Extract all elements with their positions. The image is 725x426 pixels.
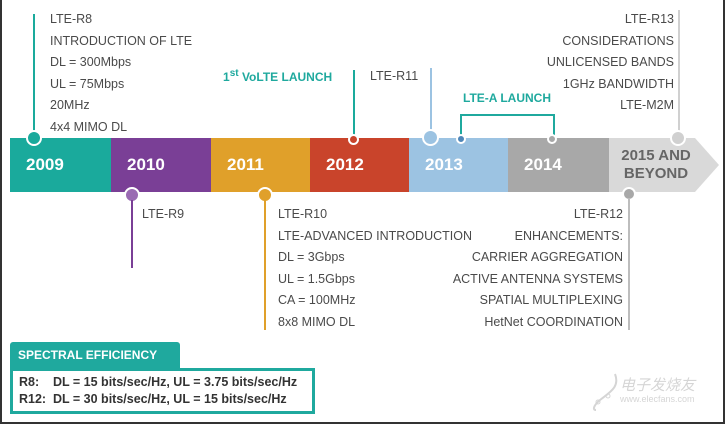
year-label: 2014 bbox=[524, 155, 562, 174]
r11-connector bbox=[430, 68, 432, 132]
r13-connector bbox=[678, 10, 680, 134]
watermark-url: www.elecfans.com bbox=[620, 394, 695, 404]
lte-a-launch-label: LTE-A LAUNCH bbox=[463, 91, 551, 105]
year-2015-beyond-label: 2015 AND BEYOND bbox=[621, 147, 691, 182]
year-label: 2011 bbox=[227, 155, 264, 174]
r11-details: LTE-R11 bbox=[370, 69, 419, 83]
volte-launch-label: 1st VoLTE LAUNCH bbox=[223, 68, 333, 84]
lte-a-start-marker bbox=[456, 134, 466, 144]
year-2012: 2012 bbox=[310, 138, 409, 192]
lte-a-bracket bbox=[460, 114, 555, 138]
year-label: 2010 bbox=[127, 155, 165, 174]
spectral-efficiency-title: SPECTRAL EFFICIENCY bbox=[10, 342, 180, 368]
year-label: 2012 bbox=[326, 155, 364, 174]
lte-a-end-marker bbox=[547, 134, 557, 144]
r11-marker bbox=[422, 129, 439, 146]
se-row-r12: R12: DL = 30 bits/sec/Hz, UL = 15 bits/se… bbox=[19, 392, 287, 406]
year-2013: 2013 bbox=[409, 138, 508, 192]
r9-details: LTE-R9 bbox=[142, 207, 185, 221]
r13-marker bbox=[670, 130, 686, 146]
watermark-text: 电子发烧友 bbox=[620, 377, 696, 394]
r10-connector bbox=[264, 200, 266, 330]
year-2014: 2014 bbox=[508, 138, 609, 192]
year-2011: 2011 bbox=[211, 138, 310, 192]
year-label: 2009 bbox=[26, 155, 64, 174]
r13-details: LTE-R13 CONSIDERATIONS UNLICENSED BANDS 1GH… bbox=[546, 12, 674, 112]
watermark-logo-icon bbox=[592, 373, 618, 411]
r10-details: LTE-R10 LTE-ADVANCED INTRODUCTION DL = 3Gb… bbox=[278, 207, 472, 329]
r8-connector bbox=[33, 14, 35, 134]
r8-marker bbox=[26, 130, 42, 146]
r8-details: LTE-R8 INTRODUCTION OF LTE DL = 300Mbps UL … bbox=[50, 12, 193, 134]
r9-connector bbox=[131, 200, 133, 268]
watermark: 电子发烧友 www.elecfans.com bbox=[590, 372, 715, 412]
year-2010: 2010 bbox=[111, 138, 211, 192]
r12-connector bbox=[628, 198, 630, 330]
spectral-efficiency-box: R8: DL = 15 bits/sec/Hz, UL = 3.75 bits/s… bbox=[10, 368, 315, 414]
volte-marker bbox=[348, 134, 359, 145]
volte-connector bbox=[353, 70, 355, 136]
year-2009: 2009 bbox=[10, 138, 111, 192]
se-row-r8: R8: DL = 15 bits/sec/Hz, UL = 3.75 bits/s… bbox=[19, 375, 298, 389]
r12-details: LTE-R12 ENHANCEMENTS: CARRIER AGGREGATION A… bbox=[452, 207, 623, 329]
year-label: 2013 bbox=[425, 155, 463, 174]
arrow-2015-beyond bbox=[609, 138, 719, 192]
